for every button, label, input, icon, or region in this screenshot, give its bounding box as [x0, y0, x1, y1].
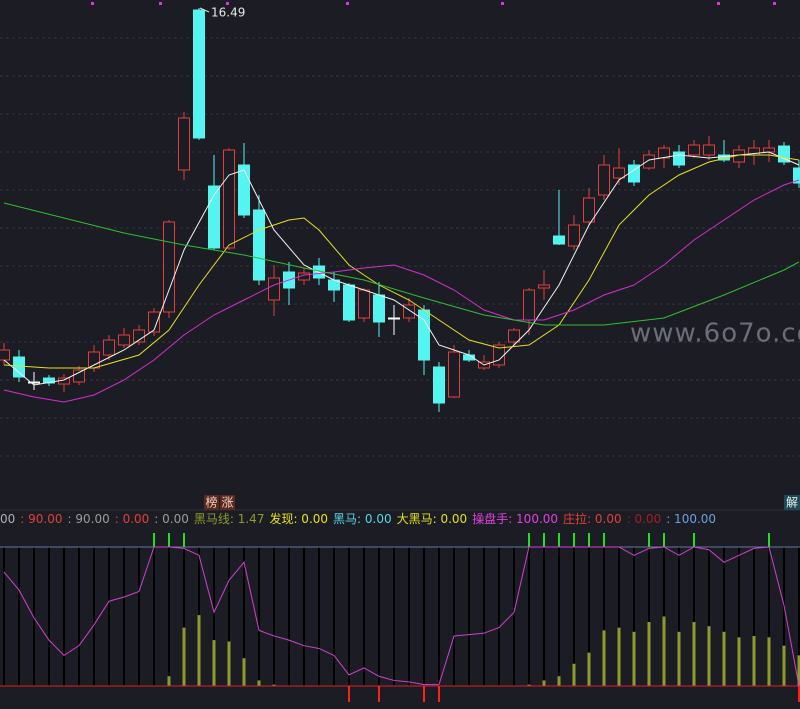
legend-entry: 大黑马: 0.00	[397, 512, 468, 526]
bar	[602, 630, 606, 686]
badge-text: 榜	[205, 495, 217, 510]
moving-average	[3, 154, 800, 369]
candle-body	[643, 154, 655, 169]
bar	[197, 615, 201, 686]
moving-average	[3, 202, 800, 326]
bar	[722, 631, 726, 686]
watermark: www.6o7o.com	[630, 319, 800, 349]
bar	[632, 631, 636, 686]
bar	[242, 658, 246, 686]
bar	[692, 622, 696, 686]
candle-body	[193, 9, 205, 139]
peak-pointer	[199, 7, 210, 13]
badge-text: 涨	[221, 495, 233, 510]
badge	[204, 495, 219, 510]
candle-body	[598, 164, 610, 196]
candle-body	[703, 144, 715, 156]
bar	[557, 676, 561, 686]
candle-body	[118, 334, 130, 346]
legend-entry: : 90.00	[20, 512, 62, 526]
legend-entry: 00	[0, 512, 15, 526]
candle-body	[508, 329, 520, 343]
peak-label: 16.49	[211, 6, 245, 20]
bar	[782, 645, 786, 686]
candle-body	[613, 167, 625, 179]
candle-body	[538, 284, 550, 289]
candle-body	[223, 149, 235, 249]
candle-body	[358, 289, 370, 319]
bar	[677, 631, 681, 686]
bar	[617, 627, 621, 686]
candle-body	[388, 317, 400, 320]
bar	[647, 622, 651, 686]
candle-body	[238, 164, 250, 216]
candle-body	[763, 147, 775, 153]
candle-body	[163, 221, 175, 313]
badge	[784, 495, 800, 510]
candle-body	[433, 366, 445, 404]
candle-body	[583, 197, 595, 223]
badge	[220, 495, 235, 510]
candle-body	[208, 185, 220, 249]
top-dots	[91, 2, 776, 5]
moving-average	[3, 179, 800, 403]
legend-entry: : 90.00	[68, 512, 110, 526]
candle-body	[103, 339, 115, 356]
bar	[527, 684, 531, 686]
legend-entry: : 0.00	[115, 512, 150, 526]
legend-entry: : 100.00	[666, 512, 716, 526]
bar	[212, 640, 216, 686]
bar	[737, 637, 741, 686]
legend: 00 : 90.00 : 90.00 : 0.00 : 0.00 黑马线: 1.47 发现:…	[0, 511, 716, 526]
badge-text: 解	[786, 496, 798, 510]
bar	[587, 652, 591, 686]
legend-entry: 庄拉: 0.00	[563, 511, 622, 526]
candle-body	[148, 311, 160, 333]
candle-body	[568, 224, 580, 247]
candle-body	[178, 117, 190, 171]
candle-body	[553, 235, 565, 245]
candle-body	[793, 167, 800, 184]
candle-body	[343, 284, 355, 321]
candle-body	[88, 351, 100, 369]
bar	[182, 627, 186, 686]
candle-body	[73, 369, 85, 383]
legend-entry: 发现: 0.00	[269, 511, 328, 526]
bar	[707, 626, 711, 686]
candle-body	[778, 145, 790, 163]
bar	[572, 663, 576, 686]
candle-body	[253, 209, 265, 281]
bar	[227, 641, 231, 686]
bar	[752, 635, 756, 686]
candle-body	[523, 289, 535, 321]
candle-body	[268, 277, 280, 301]
legend-entry: 黑马: 0.00	[333, 512, 392, 526]
candle-body	[403, 304, 415, 319]
candle-body	[448, 351, 460, 398]
candle-body	[0, 349, 10, 361]
bar	[167, 676, 171, 686]
bar	[257, 680, 261, 686]
legend-entry: 操盘手: 100.00	[472, 511, 558, 526]
indicator-line	[3, 546, 800, 687]
legend-entry: : 0.00	[154, 512, 189, 526]
legend-entry: 黑马线: 1.47	[194, 512, 265, 526]
candle-body	[28, 381, 40, 384]
bar	[662, 616, 666, 686]
bar	[542, 680, 546, 686]
candle-body	[688, 144, 700, 156]
candle-body	[673, 151, 685, 166]
candle-body	[373, 294, 385, 323]
bar	[272, 684, 276, 686]
bar	[767, 637, 771, 686]
bar	[797, 655, 800, 686]
candle-body	[13, 356, 25, 378]
legend-entry: : 0.00	[627, 512, 662, 526]
moving-average	[3, 151, 800, 386]
